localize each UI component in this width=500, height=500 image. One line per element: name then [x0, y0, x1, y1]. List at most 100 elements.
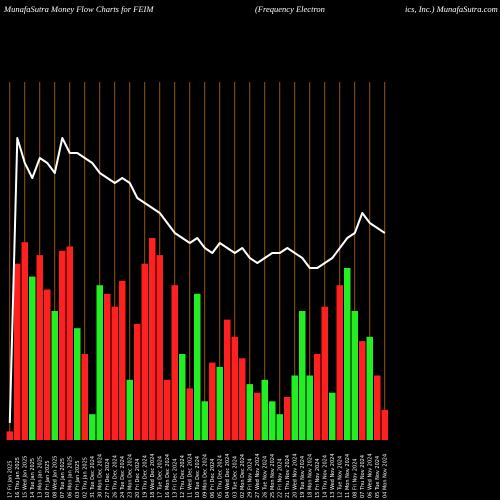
x-tick-label: 24 Tue Dec 2024	[120, 456, 126, 498]
money-flow-bar	[366, 336, 373, 440]
money-flow-bar	[246, 384, 253, 440]
money-flow-bar	[179, 354, 186, 440]
money-flow-bar	[194, 293, 201, 440]
x-tick-label: 27 Fri Dec 2024	[105, 459, 111, 499]
money-flow-bar	[201, 401, 208, 440]
money-flow-bar	[261, 379, 268, 440]
money-flow-bar	[314, 354, 321, 440]
chart-title-left: MunafaSutra Money Flow Charts for FEIM	[4, 4, 154, 14]
money-flow-bar	[44, 289, 51, 440]
x-tick-label: 25 Mon Nov 2024	[270, 454, 276, 498]
x-tick-label: 15 Wed Jan 2025	[22, 456, 28, 498]
money-flow-bar	[186, 388, 193, 440]
x-tick-label: 04 Mon Nov 2024	[382, 454, 388, 498]
money-flow-bar	[141, 263, 148, 440]
money-flow-bar	[66, 246, 73, 440]
money-flow-bar	[299, 311, 306, 440]
money-flow-bar	[336, 285, 343, 440]
x-tick-label: 08 Wed Jan 2025	[52, 456, 58, 498]
money-flow-bar	[126, 379, 133, 440]
x-tick-label: 26 Tue Nov 2024	[262, 456, 268, 498]
x-tick-label: 22 Fri Nov 2024	[277, 458, 283, 498]
money-flow-bar	[164, 379, 171, 440]
money-flow-bar	[6, 431, 13, 440]
money-flow-bar	[276, 414, 283, 440]
money-flow-bar	[321, 306, 328, 440]
x-tick-label: 11 Mon Nov 2024	[345, 454, 351, 498]
money-flow-bar	[254, 392, 261, 440]
x-tick-label: 10 Tue Dec 2024	[195, 456, 201, 498]
money-flow-bar	[111, 306, 118, 440]
x-tick-label: 13 Mon Jan 2025	[37, 456, 43, 498]
x-tick-label: 05 Thu Dec 2024	[217, 455, 223, 498]
x-tick-label: 31 Tue Dec 2024	[90, 456, 96, 498]
x-tick-label: 20 Wed Nov 2024	[292, 453, 298, 498]
money-flow-bar	[329, 392, 336, 440]
money-flow-bar	[231, 336, 238, 440]
money-flow-bar	[81, 354, 88, 440]
money-flow-bar	[21, 242, 28, 440]
money-flow-bar	[291, 375, 298, 440]
x-tick-label: 13 Fri Dec 2024	[172, 459, 178, 499]
x-tick-label: 18 Mon Nov 2024	[307, 454, 313, 498]
x-tick-label: 07 Thu Nov 2024	[360, 455, 366, 498]
x-tick-label: 08 Fri Nov 2024	[352, 458, 358, 498]
price-line	[8, 137, 386, 424]
money-flow-bar	[134, 323, 141, 440]
x-tick-label: 30 Mon Dec 2024	[97, 454, 103, 498]
money-flow-bar	[74, 328, 81, 440]
x-axis-labels: 17 Fri Jan 2025 16 Thu Jan 2025 15 Wed Jan…	[7, 453, 388, 498]
money-flow-bar	[269, 401, 276, 440]
money-flow-bar	[156, 255, 163, 440]
x-tick-label: 17 Fri Jan 2025	[7, 460, 13, 498]
money-flow-bar	[381, 409, 388, 440]
money-flow-bar	[374, 375, 381, 440]
x-tick-label: 05 Tue Nov 2024	[375, 456, 381, 498]
money-flow-bar	[216, 366, 223, 440]
x-tick-label: 04 Wed Dec 2024	[225, 454, 231, 498]
money-flow-bar	[96, 285, 103, 440]
x-tick-label: 29 Fri Nov 2024	[247, 458, 253, 498]
money-flow-bar	[59, 250, 66, 440]
x-tick-label: 03 Tue Dec 2024	[232, 456, 238, 498]
x-tick-label: 06 Fri Dec 2024	[210, 459, 216, 499]
money-flow-bar	[119, 280, 126, 440]
money-flow-bar	[89, 414, 96, 440]
x-tick-label: 15 Fri Nov 2024	[315, 458, 321, 498]
money-flow-bar	[209, 362, 216, 440]
money-flow-bar	[359, 341, 366, 440]
x-tick-label: 06 Wed Nov 2024	[367, 453, 373, 498]
money-flow-bar	[344, 268, 351, 440]
money-flow-bar	[306, 375, 313, 440]
x-tick-label: 10 Fri Jan 2025	[45, 460, 51, 498]
x-tick-label: 14 Tue Jan 2025	[30, 458, 36, 498]
x-tick-label: 19 Thu Dec 2024	[142, 455, 148, 498]
x-tick-label: 19 Tue Nov 2024	[300, 456, 306, 498]
x-tick-label: 09 Mon Dec 2024	[202, 454, 208, 498]
x-tick-label: 20 Fri Dec 2024	[135, 459, 141, 499]
x-tick-label: 18 Wed Dec 2024	[150, 454, 156, 498]
x-tick-label: 21 Thu Nov 2024	[285, 455, 291, 498]
chart-title-right: ics, Inc.) MunafaSutra.com	[405, 4, 498, 14]
money-flow-bar	[51, 311, 58, 440]
x-tick-label: 12 Tue Nov 2024	[337, 456, 343, 498]
money-flow-bar	[239, 358, 246, 440]
x-tick-label: 23 Mon Dec 2024	[127, 454, 133, 498]
x-tick-label: 16 Thu Jan 2025	[15, 457, 21, 498]
x-tick-label: 26 Thu Dec 2024	[112, 455, 118, 498]
x-tick-label: 02 Mon Dec 2024	[240, 454, 246, 498]
x-tick-label: 03 Fri Jan 2025	[75, 460, 81, 498]
x-tick-label: 06 Mon Jan 2025	[67, 456, 73, 498]
x-tick-label: 02 Thu Jan 2025	[82, 457, 88, 498]
money-flow-bar	[104, 293, 111, 440]
price-line-path	[8, 137, 386, 424]
money-flow-bar	[351, 311, 358, 440]
money-flow-bar	[149, 237, 156, 440]
chart-title-middle: (Frequency Electron	[255, 4, 325, 14]
x-tick-label: 14 Thu Nov 2024	[322, 455, 328, 498]
money-flow-bar	[224, 319, 231, 440]
money-flow-bars	[6, 237, 388, 440]
money-flow-bar	[29, 276, 36, 440]
